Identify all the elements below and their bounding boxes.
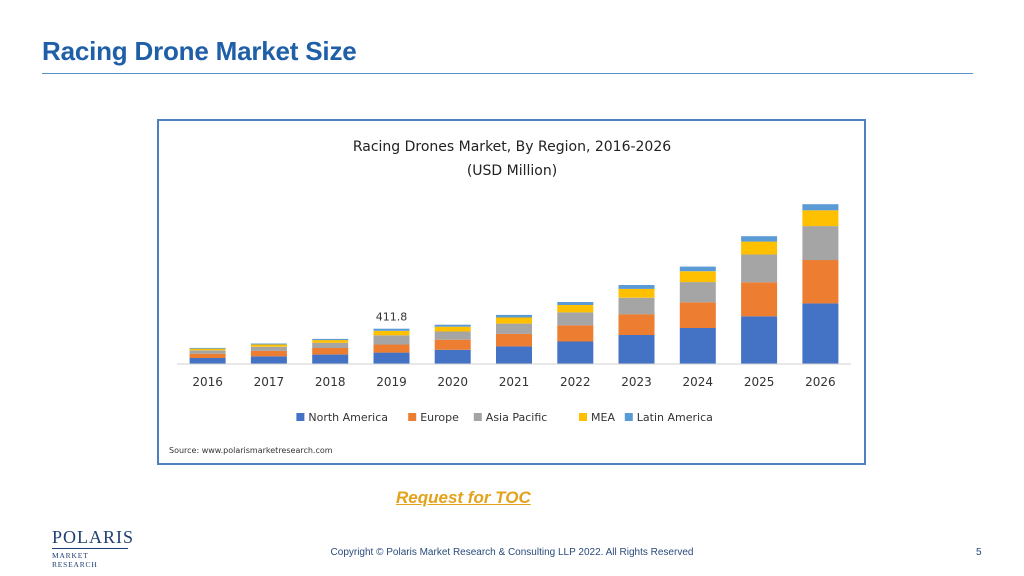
- x-tick-label-2022: 2022: [560, 375, 591, 389]
- bar-segment-2020-europe: [434, 339, 471, 350]
- bar-segment-2017-mea: [250, 344, 287, 347]
- bar-segment-2020-north-america: [434, 349, 471, 364]
- bar-segment-2019-europe: [373, 344, 410, 353]
- x-tick-label-2017: 2017: [254, 375, 285, 389]
- bar-segment-2018-mea: [312, 340, 349, 343]
- bar-segment-2017-europe: [250, 350, 287, 357]
- bar-segment-2020-latin-america: [434, 324, 471, 327]
- legend: North America Europe Asia Pacific MEA Latin …: [296, 411, 713, 424]
- bar-segment-2025-mea: [741, 241, 778, 255]
- bar-segment-2018-latin-america: [312, 338, 349, 341]
- bars-layer: [189, 204, 839, 364]
- x-tick-label-2023: 2023: [621, 375, 652, 389]
- bar-segment-2024-asia-pacific: [679, 282, 716, 303]
- bar-segment-2026-north-america: [802, 303, 839, 364]
- bar-segment-2022-europe: [557, 325, 594, 342]
- legend-swatch-north-america: [296, 413, 305, 421]
- bar-segment-2024-latin-america: [679, 266, 716, 272]
- bar-segment-2019-asia-pacific: [373, 335, 410, 345]
- bar-segment-2025-asia-pacific: [741, 254, 778, 283]
- bar-segment-2020-asia-pacific: [434, 331, 471, 340]
- x-tick-label-2016: 2016: [192, 375, 223, 389]
- bar-segment-2025-europe: [741, 282, 778, 317]
- legend-swatch-asia-pacific: [473, 413, 482, 421]
- bar-segment-2025-latin-america: [741, 236, 778, 242]
- logo-subtitle: MARKET RESEARCH: [52, 548, 128, 569]
- legend-swatch-latin-america: [624, 413, 633, 421]
- bar-segment-2019-north-america: [373, 352, 410, 364]
- bar-segment-2026-latin-america: [802, 204, 839, 211]
- bar-segment-2024-europe: [679, 302, 716, 328]
- bar-segment-2021-europe: [496, 333, 532, 347]
- bar-segment-2023-mea: [618, 288, 655, 298]
- title-divider: [42, 73, 973, 74]
- bar-segment-2018-europe: [312, 348, 349, 355]
- bar-segment-2026-asia-pacific: [802, 226, 839, 261]
- bar-segment-2016-latin-america: [189, 347, 226, 349]
- x-tick-label-2018: 2018: [315, 375, 346, 389]
- bar-segment-2016-north-america: [189, 358, 226, 364]
- x-tick-label-2020: 2020: [437, 375, 468, 389]
- legend-label-mea: MEA: [591, 411, 615, 424]
- x-tick-label-2024: 2024: [683, 375, 714, 389]
- bar-segment-2017-asia-pacific: [250, 346, 287, 351]
- bar-segment-2018-asia-pacific: [312, 342, 349, 348]
- legend-label-asia-pacific: Asia Pacific: [486, 411, 548, 424]
- slide-title: Racing Drone Market Size: [42, 36, 357, 66]
- bar-segment-2023-europe: [618, 314, 655, 335]
- bar-segment-2017-north-america: [250, 356, 287, 364]
- bar-segment-2024-mea: [679, 271, 716, 283]
- chart-frame: Racing Drones Market, By Region, 2016-20…: [157, 119, 866, 465]
- x-tick-label-2026: 2026: [805, 375, 836, 389]
- legend-label-north-america: North America: [308, 411, 388, 424]
- chart-source: Source: www.polarismarketresearch.com: [169, 446, 333, 455]
- x-tick-label-2025: 2025: [744, 375, 775, 389]
- copyright-text: Copyright © Polaris Market Research & Co…: [330, 547, 694, 558]
- bar-segment-2024-north-america: [679, 328, 716, 364]
- logo-wordmark: POLARIS: [52, 527, 135, 547]
- stacked-bar-chart: Racing Drones Market, By Region, 2016-20…: [169, 139, 851, 455]
- bar-segment-2016-mea: [189, 348, 226, 351]
- x-tick-label-2021: 2021: [499, 375, 530, 389]
- bar-segment-2021-asia-pacific: [496, 323, 532, 334]
- bar-segment-2022-north-america: [557, 341, 594, 364]
- polaris-logo: POLARIS MARKET RESEARCH: [52, 527, 135, 569]
- legend-swatch-europe: [408, 413, 417, 421]
- bar-segment-2022-mea: [557, 305, 594, 313]
- bar-segment-2016-asia-pacific: [189, 350, 226, 354]
- bar-segment-2022-latin-america: [557, 302, 594, 305]
- chart-subtitle: (USD Million): [467, 163, 557, 179]
- bar-segment-2023-asia-pacific: [618, 297, 655, 315]
- bar-segment-2026-europe: [802, 260, 839, 304]
- bar-segment-2017-latin-america: [250, 343, 287, 345]
- chart-title: Racing Drones Market, By Region, 2016-20…: [353, 139, 671, 155]
- page-number: 5: [976, 547, 982, 558]
- bar-segment-2021-north-america: [496, 346, 532, 364]
- bar-segment-2022-asia-pacific: [557, 312, 594, 326]
- x-tick-labels: 2016 2017 2018 2019 2020 2021 2022 2023 2024 2025…: [192, 375, 835, 389]
- bar-segment-2020-mea: [434, 326, 471, 332]
- x-tick-label-2019: 2019: [376, 375, 407, 389]
- bar-segment-2025-north-america: [741, 316, 778, 364]
- annotation-label: 411.8: [376, 311, 408, 324]
- legend-swatch-mea: [579, 413, 587, 421]
- bar-segment-2026-mea: [802, 210, 839, 227]
- bar-segment-2021-latin-america: [496, 314, 532, 318]
- bar-segment-2021-mea: [496, 317, 532, 324]
- request-toc-link[interactable]: Request for TOC: [396, 488, 531, 507]
- bar-segment-2018-north-america: [312, 354, 349, 364]
- bar-segment-2019-mea: [373, 330, 410, 336]
- bar-segment-2016-europe: [189, 353, 226, 358]
- legend-label-latin-america: Latin America: [637, 411, 713, 424]
- legend-label-europe: Europe: [420, 411, 459, 424]
- bar-segment-2019-latin-america: [373, 328, 410, 331]
- bar-segment-2023-latin-america: [618, 285, 655, 289]
- bar-segment-2023-north-america: [618, 335, 655, 364]
